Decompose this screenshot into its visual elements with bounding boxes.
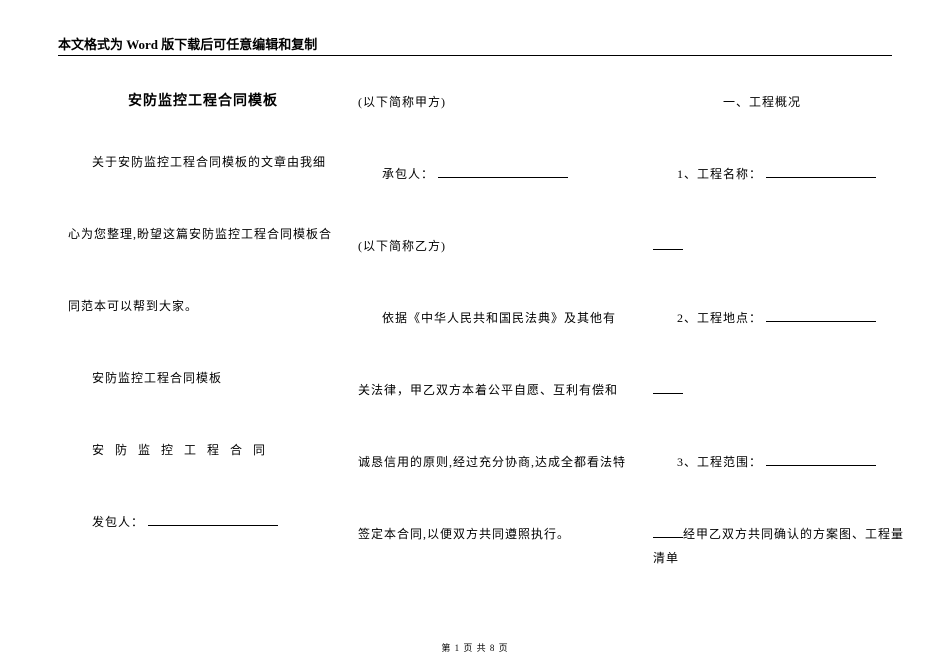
party-b-text: 承包人： (382, 167, 434, 181)
col1-paragraph-2: 心为您整理,盼望这篇安防监控工程合同模板合 (68, 222, 338, 246)
col2-row-3: (以下简称乙方) (358, 234, 628, 258)
header-notice: 本文格式为 Word 版下载后可任意编辑和复制 (58, 34, 892, 56)
document-title: 安防监控工程合同模板 (68, 90, 338, 110)
col1-party-a-label: 发包人： (68, 510, 338, 534)
project-location-label: 2、工程地点： (677, 311, 762, 325)
col3-project-scope: 3、工程范围： (653, 450, 913, 474)
page-footer: 第 1 页 共 8 页 (0, 641, 950, 654)
col2-row-6: 诚恳信用的原则,经过充分协商,达成全都看法特 (358, 450, 628, 474)
col3-project-location: 2、工程地点： (653, 306, 913, 330)
column-1: 安防监控工程合同模板 关于安防监控工程合同模板的文章由我细 心为您整理,盼望这篇… (68, 80, 338, 632)
col3-section-title: 一、工程概况 (653, 90, 913, 114)
blank-line (148, 514, 278, 526)
party-a-text: 发包人： (92, 515, 144, 529)
col2-party-b-label: 承包人： (358, 162, 628, 186)
blank-line (438, 166, 568, 178)
blank-line-short (653, 526, 683, 538)
col3-row-7: 经甲乙双方共同确认的方案图、工程量清单 (653, 522, 913, 570)
col3-project-name: 1、工程名称： (653, 162, 913, 186)
col2-row-5: 关法律，甲乙双方本着公平自愿、互利有偿和 (358, 378, 628, 402)
col2-row-4: 依据《中华人民共和国民法典》及其他有 (358, 306, 628, 330)
project-scope-label: 3、工程范围： (677, 455, 762, 469)
column-2: (以下简称甲方) 承包人： (以下简称乙方) 依据《中华人民共和国民法典》及其他… (358, 80, 628, 632)
col2-row-7: 签定本合同,以便双方共同遵照执行。 (358, 522, 628, 546)
blank-line (766, 454, 876, 466)
col1-paragraph-3: 同范本可以帮到大家。 (68, 294, 338, 318)
col1-paragraph-4: 安防监控工程合同模板 (68, 366, 338, 390)
col3-row-5 (653, 378, 913, 402)
col1-paragraph-1: 关于安防监控工程合同模板的文章由我细 (68, 150, 338, 174)
col2-row-1: (以下简称甲方) (358, 90, 628, 114)
col3-row-3 (653, 234, 913, 258)
column-3: 一、工程概况 1、工程名称： 2、工程地点： 3、工程范围： 经甲乙双方共同确认… (653, 80, 913, 632)
blank-line-short (653, 382, 683, 394)
project-name-label: 1、工程名称： (677, 167, 762, 181)
col1-paragraph-5: 安 防 监 控 工 程 合 同 (68, 438, 338, 462)
blank-line (766, 310, 876, 322)
blank-line (766, 166, 876, 178)
document-content: 安防监控工程合同模板 关于安防监控工程合同模板的文章由我细 心为您整理,盼望这篇… (58, 80, 892, 632)
col3-row-7-text: 经甲乙双方共同确认的方案图、工程量清单 (653, 527, 904, 565)
blank-line-short (653, 238, 683, 250)
